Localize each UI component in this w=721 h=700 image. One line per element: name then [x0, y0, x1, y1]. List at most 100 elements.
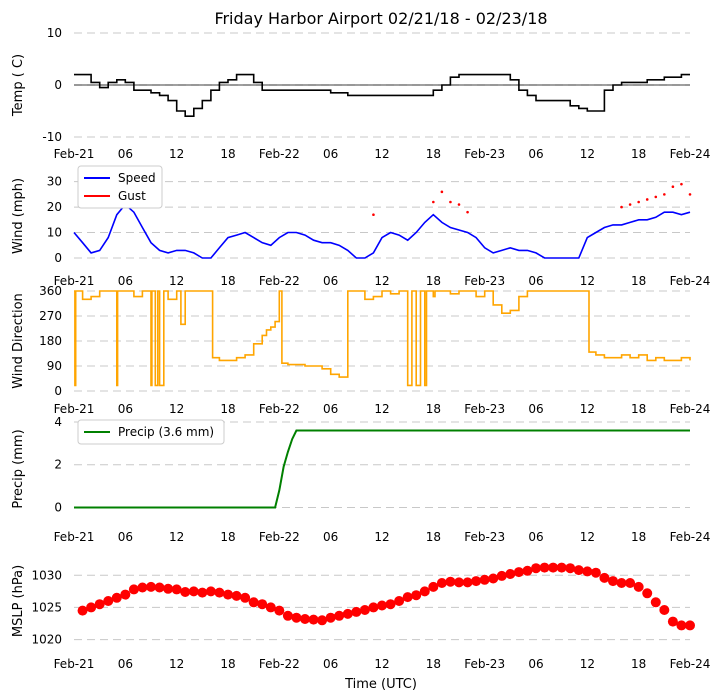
y-tick-label: 20 — [47, 200, 62, 214]
x-tick-label: 12 — [169, 402, 184, 416]
data-point — [368, 602, 379, 613]
x-tick-label: 06 — [323, 530, 338, 544]
legend-box — [77, 165, 163, 209]
data-point — [471, 576, 482, 587]
panel-temp: -10 0 10 Feb-21 06 12 18 Feb-22 06 12 18 Feb-23 06 12… — [11, 26, 710, 161]
data-point — [248, 597, 259, 608]
chart-panels: -10 0 10 Feb-21 06 12 18 Feb-22 06 12 18 Feb-23 06 12… — [11, 26, 710, 671]
data-point — [633, 581, 644, 592]
legend-label: Gust — [118, 189, 146, 203]
data-point — [680, 182, 683, 186]
y-tick-label: 1025 — [31, 600, 62, 614]
data-point — [599, 572, 610, 583]
data-point — [505, 569, 516, 579]
x-tick-label: 18 — [220, 402, 235, 416]
data-point — [77, 605, 88, 616]
data-point — [548, 562, 559, 573]
data-point — [274, 605, 285, 616]
x-tick-label: 18 — [426, 402, 441, 416]
y-tick-label: 0 — [54, 500, 62, 514]
data-point — [573, 565, 584, 576]
series-line-speed — [73, 203, 691, 259]
data-point — [642, 588, 653, 599]
data-point — [372, 213, 375, 217]
x-tick-label: 18 — [426, 530, 441, 544]
data-point — [440, 190, 444, 194]
data-point — [214, 587, 225, 598]
x-tick-label: 18 — [631, 147, 646, 161]
data-point — [257, 599, 268, 610]
x-tick-label: Feb-23 — [464, 657, 505, 671]
data-point — [496, 570, 507, 581]
data-point — [432, 200, 435, 204]
x-tick-label: 12 — [374, 274, 389, 288]
data-point — [659, 605, 670, 615]
x-tick-label: 18 — [426, 147, 441, 161]
x-tick-label: 18 — [220, 530, 235, 544]
data-point — [457, 203, 461, 206]
data-point — [334, 610, 345, 621]
x-tick-label: Feb-22 — [259, 147, 300, 161]
data-point — [137, 582, 148, 593]
data-point — [163, 583, 174, 594]
data-point — [625, 578, 636, 588]
data-point — [103, 596, 114, 606]
x-tick-label: 06 — [118, 530, 133, 544]
y-tick-label: 10 — [47, 26, 62, 40]
data-point — [479, 574, 490, 585]
x-tick-label: 06 — [118, 402, 133, 416]
x-tick-label: Feb-24 — [670, 657, 711, 671]
x-tick-label: 18 — [631, 402, 646, 416]
data-point — [94, 599, 105, 610]
x-tick-label: 12 — [580, 274, 595, 288]
data-point — [180, 587, 191, 597]
x-tick-label: 06 — [323, 147, 338, 161]
series-line-precip-3-6-mm- — [74, 429, 690, 509]
data-point — [419, 586, 430, 597]
x-tick-label: Feb-22 — [259, 274, 300, 288]
data-point — [197, 587, 208, 598]
y-tick-label: 270 — [39, 309, 62, 323]
data-point — [620, 205, 623, 209]
x-tick-label: 12 — [580, 657, 595, 671]
data-point — [654, 195, 658, 199]
data-point — [325, 612, 336, 623]
x-tick-label: 12 — [169, 657, 184, 671]
x-tick-label: 12 — [580, 147, 595, 161]
data-point — [556, 562, 567, 573]
x-tick-label: 06 — [323, 402, 338, 416]
data-point — [188, 586, 199, 597]
y-axis-label: MSLP (hPa) — [11, 565, 26, 637]
x-tick-label: 12 — [169, 147, 184, 161]
figure-title: Friday Harbor Airport 02/21/18 - 02/23/1… — [214, 9, 547, 28]
data-point — [436, 578, 447, 588]
x-tick-label: 12 — [374, 402, 389, 416]
x-tick-label: Feb-24 — [670, 274, 711, 288]
series-line-direction — [74, 290, 691, 387]
data-point — [685, 620, 695, 631]
data-point — [86, 602, 97, 613]
data-point — [637, 200, 640, 204]
data-point — [291, 612, 302, 623]
y-axis-label: Precip (mm) — [11, 429, 26, 508]
data-point — [120, 589, 131, 600]
x-tick-label: 12 — [374, 530, 389, 544]
data-point — [265, 602, 276, 613]
data-point — [146, 581, 156, 592]
data-point — [454, 577, 464, 588]
data-point — [394, 596, 405, 606]
x-tick-label: 06 — [528, 147, 543, 161]
data-point — [351, 606, 362, 617]
x-tick-label: Feb-21 — [54, 147, 95, 161]
data-point — [111, 592, 122, 603]
x-tick-label: 06 — [118, 147, 133, 161]
x-tick-label: Feb-23 — [464, 402, 505, 416]
data-point — [128, 584, 139, 595]
x-tick-label: Feb-21 — [54, 530, 95, 544]
data-point — [688, 193, 692, 196]
data-point — [154, 582, 165, 593]
x-tick-label: Feb-22 — [259, 402, 300, 416]
data-point — [428, 581, 439, 592]
x-axis-label: Time (UTC) — [344, 677, 417, 692]
x-tick-label: 12 — [580, 402, 595, 416]
